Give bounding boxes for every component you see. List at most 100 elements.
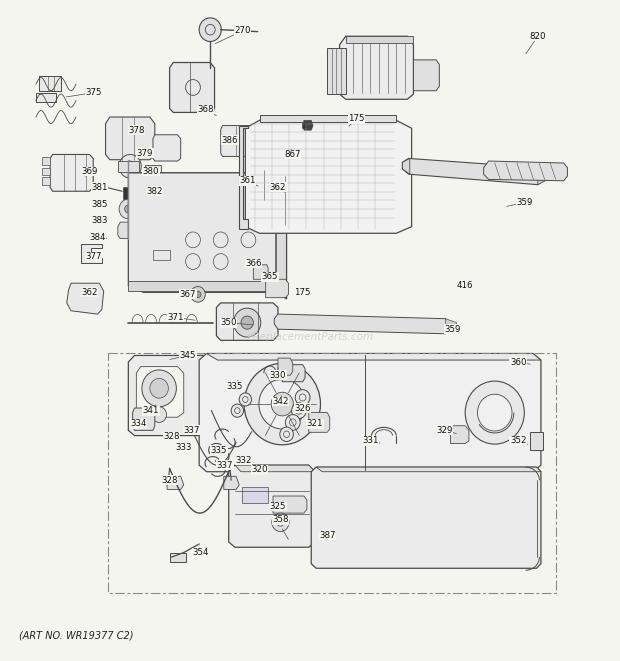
Circle shape: [231, 404, 244, 417]
Polygon shape: [446, 319, 456, 334]
Polygon shape: [128, 281, 276, 291]
Circle shape: [234, 308, 261, 337]
Polygon shape: [170, 553, 185, 562]
Text: 335: 335: [227, 382, 243, 391]
Text: 350: 350: [221, 318, 237, 327]
Polygon shape: [229, 465, 315, 547]
Text: 386: 386: [222, 136, 238, 145]
Polygon shape: [274, 314, 450, 334]
Circle shape: [195, 291, 201, 297]
Polygon shape: [256, 170, 278, 200]
Polygon shape: [50, 155, 93, 191]
Polygon shape: [170, 63, 215, 112]
Text: 381: 381: [91, 183, 108, 192]
Polygon shape: [316, 467, 541, 472]
Polygon shape: [128, 173, 276, 292]
Circle shape: [271, 392, 293, 416]
Text: 382: 382: [146, 187, 163, 196]
Circle shape: [119, 155, 141, 178]
Text: 354: 354: [192, 548, 209, 557]
Text: 378: 378: [128, 126, 144, 135]
Text: 820: 820: [529, 32, 546, 41]
Polygon shape: [340, 36, 414, 99]
Polygon shape: [402, 159, 542, 184]
Polygon shape: [167, 477, 184, 489]
Polygon shape: [260, 115, 396, 122]
Text: 368: 368: [197, 105, 213, 114]
Text: 366: 366: [245, 259, 262, 268]
Polygon shape: [265, 279, 288, 297]
Circle shape: [285, 414, 300, 430]
Polygon shape: [133, 408, 155, 430]
Text: 361: 361: [239, 176, 255, 185]
Polygon shape: [276, 180, 286, 299]
Polygon shape: [309, 412, 330, 432]
Text: 360: 360: [510, 358, 526, 367]
Polygon shape: [206, 354, 541, 360]
Polygon shape: [123, 187, 135, 199]
Polygon shape: [278, 358, 293, 375]
Circle shape: [125, 205, 132, 213]
Polygon shape: [221, 126, 256, 157]
Circle shape: [142, 370, 176, 407]
Text: 333: 333: [175, 443, 192, 452]
Polygon shape: [414, 60, 440, 91]
Circle shape: [465, 381, 525, 444]
Text: 270: 270: [234, 26, 250, 36]
Polygon shape: [346, 36, 414, 43]
Polygon shape: [282, 365, 305, 382]
Text: 377: 377: [85, 253, 102, 262]
Text: 328: 328: [161, 476, 178, 485]
Polygon shape: [531, 432, 542, 450]
Polygon shape: [450, 426, 469, 444]
Polygon shape: [235, 465, 315, 472]
Text: 371: 371: [167, 313, 184, 322]
Text: 383: 383: [91, 215, 108, 225]
Text: 342: 342: [272, 397, 289, 406]
Text: 328: 328: [163, 432, 180, 442]
Text: 325: 325: [270, 502, 286, 511]
Text: 387: 387: [319, 531, 335, 540]
Circle shape: [291, 403, 306, 418]
Text: 321: 321: [307, 419, 323, 428]
Polygon shape: [327, 48, 346, 94]
Text: 335: 335: [211, 446, 227, 455]
Text: 380: 380: [143, 167, 159, 176]
Text: 331: 331: [362, 436, 379, 446]
Polygon shape: [128, 286, 286, 292]
Circle shape: [152, 407, 167, 422]
Text: 367: 367: [180, 290, 197, 299]
Polygon shape: [484, 161, 567, 180]
Circle shape: [272, 513, 289, 531]
Polygon shape: [42, 176, 50, 184]
Polygon shape: [128, 173, 276, 180]
Circle shape: [241, 316, 254, 329]
Polygon shape: [242, 486, 268, 502]
Polygon shape: [145, 165, 161, 175]
Text: 337: 337: [184, 426, 200, 435]
Circle shape: [295, 389, 310, 405]
Circle shape: [119, 199, 138, 219]
Text: 369: 369: [81, 167, 98, 176]
Circle shape: [239, 393, 252, 406]
Polygon shape: [42, 157, 50, 165]
Text: 337: 337: [217, 461, 233, 470]
Text: 352: 352: [510, 436, 526, 446]
Text: 379: 379: [137, 149, 153, 158]
Polygon shape: [311, 467, 541, 568]
Text: 416: 416: [457, 282, 474, 290]
Polygon shape: [254, 265, 268, 279]
Text: 358: 358: [272, 515, 289, 524]
Polygon shape: [246, 120, 412, 233]
Polygon shape: [302, 122, 307, 128]
Polygon shape: [239, 126, 249, 229]
Polygon shape: [81, 244, 102, 263]
Circle shape: [190, 286, 205, 302]
Polygon shape: [128, 356, 211, 436]
Text: eReplacementParts.com: eReplacementParts.com: [246, 332, 374, 342]
Text: 385: 385: [91, 200, 108, 209]
Text: 175: 175: [294, 288, 311, 297]
Text: 384: 384: [89, 233, 106, 242]
Polygon shape: [224, 477, 239, 489]
Polygon shape: [153, 135, 180, 161]
